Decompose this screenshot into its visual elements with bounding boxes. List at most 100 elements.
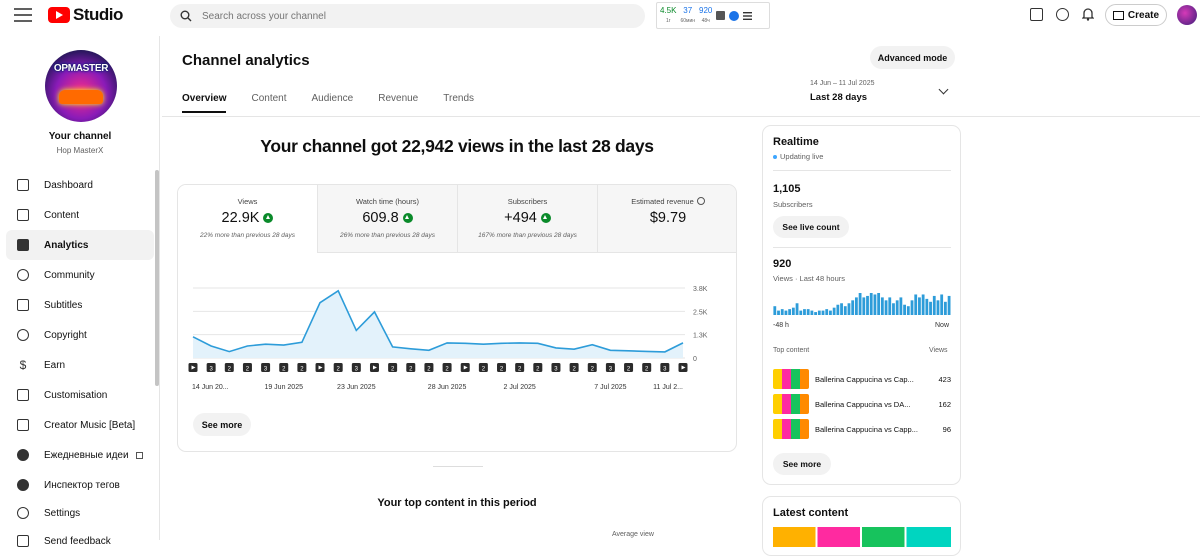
realtime-bar[interactable] xyxy=(854,297,858,315)
realtime-bar[interactable] xyxy=(888,297,892,315)
views-point[interactable] xyxy=(609,349,611,351)
realtime-bar[interactable] xyxy=(858,293,862,315)
realtime-bar[interactable] xyxy=(836,304,840,315)
menu-lines-icon[interactable] xyxy=(743,11,753,20)
upload-marker[interactable] xyxy=(624,363,634,372)
top-content-row[interactable]: Ballerina Cappucina vs Cap... 423 xyxy=(773,369,951,389)
realtime-bar[interactable] xyxy=(825,309,829,315)
upload-marker[interactable] xyxy=(351,363,361,372)
views-point[interactable] xyxy=(228,350,230,352)
realtime-bar[interactable] xyxy=(892,303,895,315)
views-point[interactable] xyxy=(192,336,194,338)
see-live-count-button[interactable]: See live count xyxy=(773,216,849,238)
chevron-down-icon[interactable] xyxy=(938,84,949,95)
sidebar-item-creator-music[interactable]: Creator Music [Beta] xyxy=(6,410,154,440)
upload-marker[interactable] xyxy=(206,363,216,372)
views-point[interactable] xyxy=(428,349,430,351)
upload-marker[interactable] xyxy=(424,363,434,372)
realtime-bar[interactable] xyxy=(784,310,788,315)
upload-marker[interactable] xyxy=(497,363,507,372)
upload-marker[interactable] xyxy=(660,363,670,372)
realtime-bar[interactable] xyxy=(895,300,899,315)
realtime-bar[interactable] xyxy=(840,303,843,315)
help-icon[interactable] xyxy=(1056,7,1069,21)
realtime-bar[interactable] xyxy=(940,294,944,315)
realtime-bar[interactable] xyxy=(799,310,803,315)
realtime-bar[interactable] xyxy=(829,310,832,315)
realtime-bar[interactable] xyxy=(862,297,866,315)
tab-content[interactable]: Content xyxy=(251,93,287,104)
sidebar-item-earn[interactable]: $ Earn xyxy=(6,350,154,380)
upload-marker[interactable] xyxy=(388,363,398,372)
channel-avatar[interactable]: OPMASTER xyxy=(45,50,117,122)
views-point[interactable] xyxy=(664,351,666,353)
date-range[interactable]: 14 Jun – 11 Jul 2025 xyxy=(810,80,875,87)
views-point[interactable] xyxy=(319,302,321,304)
realtime-bar[interactable] xyxy=(910,300,914,315)
upload-marker[interactable] xyxy=(297,363,307,372)
realtime-bar[interactable] xyxy=(929,301,932,315)
realtime-bar[interactable] xyxy=(877,293,881,315)
realtime-bar[interactable] xyxy=(943,301,947,315)
views-point[interactable] xyxy=(555,347,557,349)
tab-trends[interactable]: Trends xyxy=(443,93,475,104)
realtime-bar[interactable] xyxy=(795,303,799,315)
upload-marker[interactable] xyxy=(478,363,488,372)
views-point[interactable] xyxy=(210,345,212,347)
views-chart[interactable]: 0 1.3K 2.5K 3.8K 3 2 2 3 2 2 2 3 2 2 2 2 2 2 2 2 3 2 2 3 2 2 3 14 J… xyxy=(178,255,736,395)
sidebar-item-settings[interactable]: Settings xyxy=(6,500,154,526)
realtime-bar[interactable] xyxy=(921,294,925,315)
latest-content-thumbnails[interactable] xyxy=(773,527,951,547)
upload-marker[interactable] xyxy=(551,363,561,372)
realtime-views-bar-chart[interactable] xyxy=(773,291,951,319)
realtime-bar[interactable] xyxy=(788,309,792,315)
views-point[interactable] xyxy=(500,342,502,344)
realtime-bar[interactable] xyxy=(936,300,940,315)
upload-marker[interactable] xyxy=(242,363,252,372)
tab-overview[interactable]: Overview xyxy=(182,93,227,113)
views-point[interactable] xyxy=(518,342,520,344)
realtime-bar[interactable] xyxy=(806,309,810,315)
views-point[interactable] xyxy=(283,344,285,346)
upload-marker[interactable] xyxy=(569,363,579,372)
views-point[interactable] xyxy=(646,350,648,352)
create-button[interactable]: Create xyxy=(1105,4,1167,26)
realtime-bar[interactable] xyxy=(814,312,817,315)
top-content-row[interactable]: Ballerina Cappucina vs Capp... 96 xyxy=(773,419,951,439)
sidebar-item-feedback[interactable]: Send feedback xyxy=(6,526,154,556)
upload-marker[interactable] xyxy=(533,363,543,372)
realtime-bar[interactable] xyxy=(777,310,780,315)
sidebar-item-ideas[interactable]: Ежедневные идеи xyxy=(6,440,154,470)
tab-revenue[interactable]: Revenue xyxy=(378,93,419,104)
metric-revenue[interactable]: Estimated revenue $9.79 xyxy=(598,185,736,253)
upload-marker[interactable] xyxy=(406,363,416,372)
views-point[interactable] xyxy=(355,329,357,331)
upload-marker[interactable] xyxy=(279,363,289,372)
notifications-bell-icon[interactable] xyxy=(1082,7,1094,21)
chart-icon[interactable] xyxy=(716,11,726,20)
realtime-bar[interactable] xyxy=(847,303,851,315)
views-line[interactable] xyxy=(192,289,684,353)
sidebar-item-dashboard[interactable]: Dashboard xyxy=(6,170,154,200)
tab-audience[interactable]: Audience xyxy=(311,93,354,104)
realtime-bar[interactable] xyxy=(866,295,869,315)
realtime-bar[interactable] xyxy=(791,307,795,315)
search-bar[interactable] xyxy=(170,4,645,28)
extension-widget[interactable]: 4.5K 1r 37 60мин 920 48ч xyxy=(656,2,770,29)
realtime-bar[interactable] xyxy=(899,297,903,315)
sidebar-item-tags[interactable]: Инспектор тегов xyxy=(6,470,154,500)
upload-marker[interactable] xyxy=(587,363,597,372)
views-point[interactable] xyxy=(373,311,375,313)
realtime-bar[interactable] xyxy=(832,307,836,315)
realtime-bar[interactable] xyxy=(773,306,777,315)
feedback-icon[interactable] xyxy=(1030,7,1043,21)
see-more-button[interactable]: See more xyxy=(193,413,251,436)
sidebar-item-subtitles[interactable]: Subtitles xyxy=(6,290,154,320)
views-point[interactable] xyxy=(627,350,629,352)
upload-marker[interactable] xyxy=(261,363,271,372)
realtime-bar[interactable] xyxy=(906,306,910,315)
sidebar-item-analytics[interactable]: Analytics xyxy=(6,230,154,260)
upload-marker[interactable] xyxy=(333,363,343,372)
realtime-bar[interactable] xyxy=(803,309,806,315)
views-point[interactable] xyxy=(537,342,539,344)
